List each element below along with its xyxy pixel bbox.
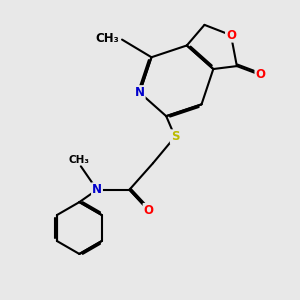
Text: N: N: [92, 183, 102, 196]
Text: O: O: [226, 29, 236, 42]
Text: O: O: [143, 204, 154, 217]
Text: S: S: [171, 130, 179, 143]
Text: N: N: [135, 86, 145, 99]
Text: CH₃: CH₃: [95, 32, 119, 45]
Text: CH₃: CH₃: [69, 155, 90, 165]
Text: O: O: [255, 68, 266, 81]
